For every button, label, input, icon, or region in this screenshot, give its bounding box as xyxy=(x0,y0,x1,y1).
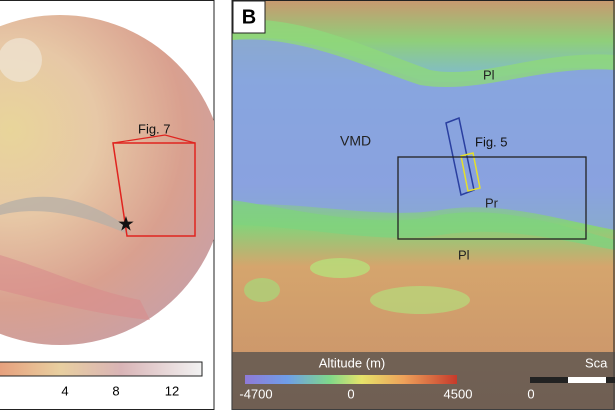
scale-bar xyxy=(530,377,568,383)
scale-bar xyxy=(606,377,615,383)
region-label: Pl xyxy=(458,247,470,262)
region-label: Pl xyxy=(483,67,495,82)
colorbar-tick: 12 xyxy=(165,383,179,398)
inset-box xyxy=(112,142,196,237)
canyon xyxy=(0,196,130,235)
study-box xyxy=(397,156,587,240)
detail-box xyxy=(460,152,481,192)
highland xyxy=(0,38,42,82)
lowland xyxy=(0,255,150,320)
colorbar-tick: 4 xyxy=(61,383,68,398)
region-label: Fig. 5 xyxy=(475,134,508,149)
ridge xyxy=(232,200,615,250)
region-label: VMD xyxy=(340,133,371,149)
canyon-floor xyxy=(232,38,615,230)
region-label: Pr xyxy=(485,195,499,210)
scale-bar xyxy=(568,377,606,383)
inset-leader xyxy=(112,134,196,144)
panel-letter-box xyxy=(232,0,266,34)
scale-title: Sca xyxy=(585,355,608,370)
legend-title: Altitude (m) xyxy=(319,355,385,370)
mesa xyxy=(244,278,280,302)
inset-label: Fig. 7 xyxy=(138,121,171,136)
star-marker: ★ xyxy=(117,213,135,235)
ridge xyxy=(232,19,615,88)
panel-b: B Pl VMD Fig. 5 Pr Pl Altitude (m) -4700… xyxy=(231,0,615,410)
mesa xyxy=(370,286,470,314)
panel-letter: B xyxy=(242,6,256,28)
altitude-colorbar xyxy=(245,375,457,384)
globe xyxy=(0,15,214,345)
legend-tick: 0 xyxy=(347,386,354,401)
colorbar xyxy=(0,361,203,377)
scale-tick: 0 xyxy=(527,386,534,401)
colorbar-tick: 8 xyxy=(112,383,119,398)
panel-a: Fig. 7 ★ 4 8 12 xyxy=(0,0,215,410)
mesa xyxy=(310,258,370,278)
legend-tick: 4500 xyxy=(444,386,473,401)
legend-tick: -4700 xyxy=(239,386,272,401)
